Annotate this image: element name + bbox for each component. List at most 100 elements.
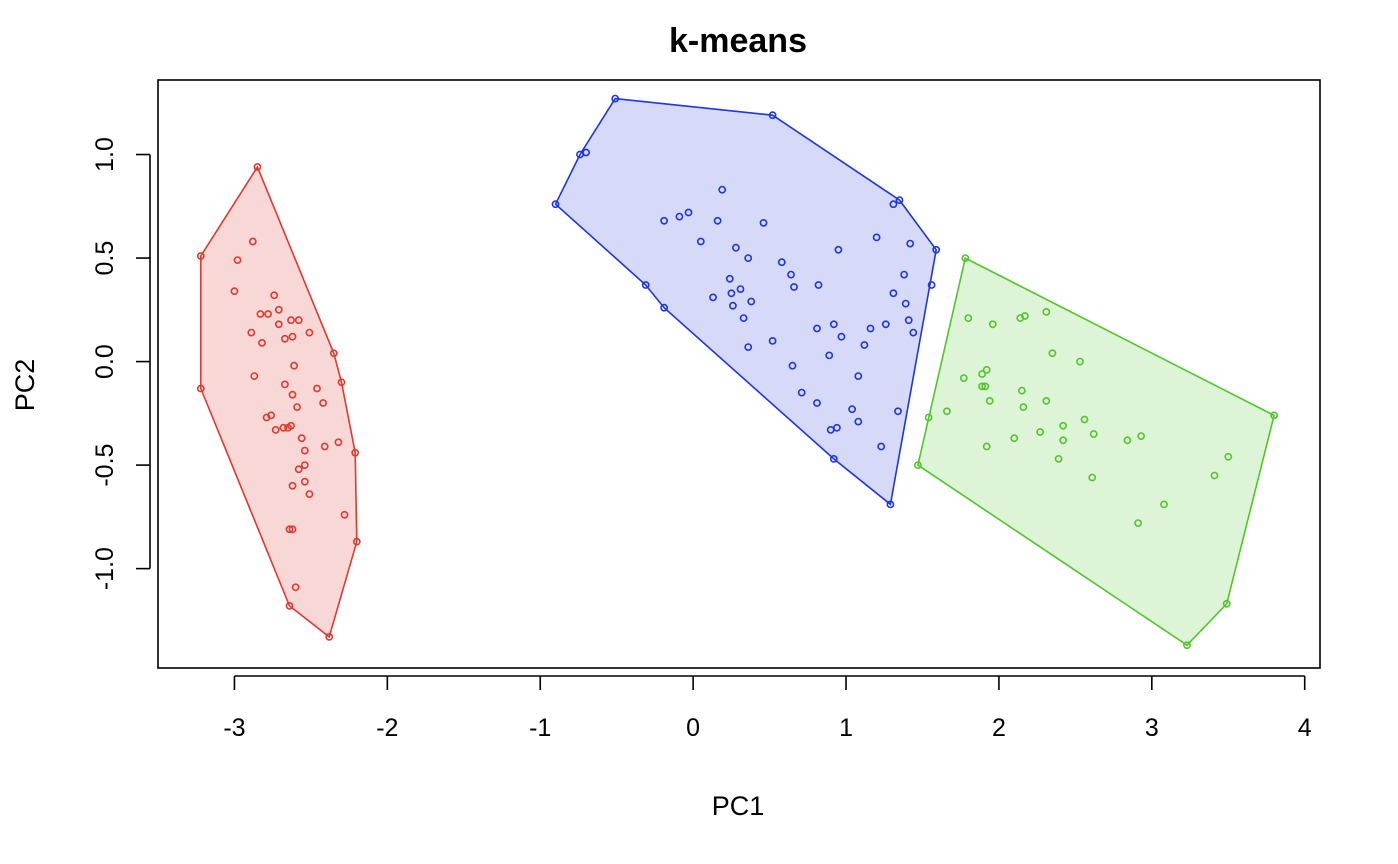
cluster-1-point	[294, 465, 303, 474]
cluster-2-point	[718, 185, 727, 194]
cluster-3-point	[1018, 386, 1026, 395]
cluster-2-point	[739, 314, 748, 322]
y-axis: -1.0 -0.5 0.0 0.5 1.0	[91, 137, 151, 590]
cluster-1-point	[285, 525, 294, 534]
cluster-1-point	[325, 633, 334, 641]
cluster-2-point	[660, 216, 668, 225]
cluster-2-point	[675, 212, 684, 221]
cluster-2-point	[727, 289, 736, 298]
plot-frame	[157, 79, 1321, 669]
cluster-2-point	[732, 243, 740, 252]
cluster-2-point	[825, 351, 834, 360]
cluster-3-group	[914, 254, 1278, 650]
cluster-2-point	[582, 148, 590, 157]
cluster-1-point	[250, 372, 259, 380]
cluster-1-point	[305, 490, 314, 498]
cluster-3-point	[1059, 421, 1067, 430]
cluster-1-point	[230, 287, 239, 296]
cluster-2-point	[813, 324, 821, 333]
cluster-3-point	[1036, 428, 1045, 436]
cluster-1-point	[196, 252, 205, 260]
cluster-2-point	[813, 399, 821, 407]
cluster-2-point	[744, 254, 753, 262]
cluster-3-point	[982, 365, 991, 374]
cluster-3-point	[943, 407, 951, 416]
cluster-3-point	[1054, 454, 1063, 463]
cluster-1-point	[288, 525, 297, 534]
cluster-1-point	[329, 349, 338, 358]
cluster-2-point	[877, 442, 886, 451]
cluster-1-point	[351, 448, 360, 457]
cluster-2-point	[725, 274, 734, 283]
cluster-1-point	[294, 316, 303, 325]
cluster-3-point	[914, 461, 922, 469]
y-tick-label: 0.0	[91, 344, 119, 379]
cluster-1-point	[258, 338, 266, 347]
cluster-3-point	[961, 254, 970, 262]
cluster-3-point	[978, 382, 986, 391]
cluster-2-point	[788, 361, 797, 370]
cluster-2-point	[829, 320, 838, 329]
cluster-2-point	[889, 289, 898, 298]
cluster-3-point	[1134, 519, 1142, 527]
cluster-1-point	[280, 380, 289, 389]
cluster-1-point	[264, 310, 272, 318]
cluster-3-point	[988, 320, 997, 329]
cluster-1-point	[334, 438, 343, 447]
plot-area	[196, 94, 1278, 650]
chart-title: k-means	[669, 22, 807, 60]
y-tick-label: -0.5	[91, 444, 119, 487]
cluster-1-point	[274, 320, 283, 329]
y-tick-label: 1.0	[91, 137, 119, 172]
cluster-2-point	[660, 303, 668, 312]
cluster-1-point	[288, 481, 297, 490]
cluster-2-point	[787, 270, 795, 279]
cluster-1-point	[196, 384, 205, 393]
cluster-2-point	[611, 94, 620, 103]
cluster-1-point	[340, 510, 349, 519]
cluster-1-point	[248, 237, 257, 246]
cluster-2-point	[777, 258, 786, 267]
x-tick-label: 3	[1145, 714, 1159, 742]
cluster-1-point	[288, 332, 297, 341]
cluster-1-point	[274, 305, 283, 314]
cluster-2-point	[729, 301, 737, 310]
x-tick-label: -2	[376, 714, 398, 742]
cluster-3-point	[1137, 432, 1145, 440]
cluster-1-point	[291, 583, 300, 592]
cluster-2-point	[768, 336, 777, 345]
cluster-2-point	[837, 332, 846, 341]
cluster-2-point	[932, 245, 941, 254]
cluster-1-point	[287, 316, 295, 325]
cluster-3-hull	[916, 256, 1276, 647]
cluster-1-point	[300, 461, 309, 469]
x-tick-label: 4	[1298, 714, 1312, 742]
cluster-1-point	[285, 602, 294, 610]
cluster-3-point	[1021, 312, 1029, 320]
cluster-2-point	[854, 372, 863, 380]
cluster-1-point	[256, 310, 265, 318]
cluster-3-point	[1042, 307, 1051, 316]
cluster-1-point	[320, 442, 329, 451]
cluster-3-point	[1089, 430, 1098, 438]
cluster-2-point	[860, 341, 869, 349]
cluster-3-point	[1224, 452, 1233, 461]
cluster-1-point	[352, 537, 361, 546]
x-tick-label: -1	[529, 714, 551, 742]
cluster-3-point	[978, 370, 986, 378]
cluster-1-point	[253, 163, 262, 171]
cluster-2-point	[895, 196, 904, 204]
cluster-2-point	[866, 324, 875, 333]
x-tick-label: 0	[686, 714, 700, 742]
cluster-2-point	[684, 208, 693, 217]
cluster-2-point	[829, 454, 838, 463]
cluster-2-point	[894, 407, 902, 416]
cluster-3-point	[1076, 357, 1084, 366]
cluster-2-point	[900, 270, 908, 279]
cluster-2-point	[886, 500, 895, 509]
cluster-3-point	[1010, 434, 1019, 443]
cluster-1-point	[305, 328, 314, 337]
cluster-1-point	[288, 390, 297, 399]
cluster-3-point	[1042, 396, 1051, 405]
x-tick-label: 1	[839, 714, 853, 742]
